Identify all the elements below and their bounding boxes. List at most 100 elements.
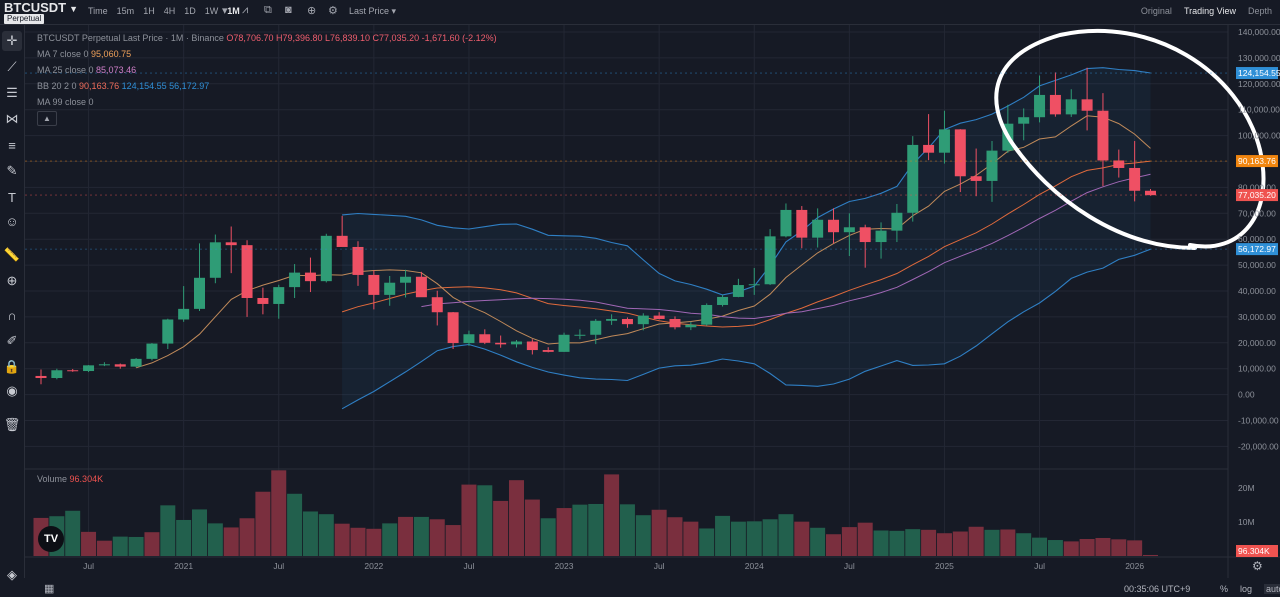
zoom-icon[interactable]: ⊕ [6, 273, 18, 288]
add-icon[interactable]: ⊕ [307, 5, 317, 17]
volume-bar [366, 528, 382, 556]
symbol-name[interactable]: BTCUSDT [4, 0, 67, 15]
price-tick-label: 50,000.00 [1238, 260, 1276, 270]
candle-body [162, 319, 174, 344]
volume-bar [318, 514, 334, 556]
volume-bar [81, 531, 97, 556]
candle-body [67, 370, 79, 372]
volume-bar [952, 531, 968, 556]
time-tick-label: 2023 [555, 561, 574, 571]
eye-icon[interactable]: ◉ [6, 383, 18, 398]
bb-lower-value: 56,172.97 [169, 81, 210, 91]
candle-body [764, 236, 776, 285]
volume-label[interactable]: Volume [37, 474, 68, 484]
price-tag-label: 56,172.97 [1238, 244, 1276, 254]
price-tick-label: 110,000.00 [1238, 105, 1280, 115]
price-tick-label: 20,000.00 [1238, 338, 1276, 348]
candle-body [748, 284, 760, 286]
crosshair-icon[interactable]: ✛ [2, 31, 22, 51]
text-icon[interactable]: T [8, 189, 16, 205]
volume-bar [1095, 537, 1111, 556]
candle-body [336, 235, 348, 247]
candle-body [51, 370, 63, 379]
volume-bar [1143, 554, 1158, 556]
collapse-legend-button[interactable]: ▲ [37, 111, 57, 126]
bb-label[interactable]: BB 20 2 0 [37, 81, 77, 91]
ma25-label[interactable]: MA 25 close 0 [37, 65, 94, 75]
volume-bar [128, 536, 144, 556]
ruler-icon[interactable]: 📏 [3, 247, 21, 262]
lock-drawing-icon[interactable]: ✐ [6, 333, 18, 348]
price-tick-label: 30,000.00 [1238, 312, 1276, 322]
brush-icon[interactable]: ✎ [6, 163, 18, 178]
time-tick-label: Jul [844, 561, 855, 571]
scale-option-percent[interactable]: % [1220, 584, 1229, 594]
time-tick-label: 2026 [1125, 561, 1144, 571]
volume-bar [889, 530, 905, 556]
interval-time[interactable]: Time [88, 6, 108, 16]
settings-icon[interactable]: ⚙ [328, 5, 338, 17]
candle-body [257, 297, 269, 304]
candle-body [875, 230, 887, 243]
price-axis: 140,000.00 130,000.00 120,000.00 110,000.00… [1238, 27, 1280, 527]
chart-title: BTCUSDT Perpetual Last Price · 1M · Bina… [37, 33, 224, 43]
volume-bar [1000, 529, 1016, 556]
interval-1w[interactable]: 1W [204, 6, 219, 16]
scale-option-log[interactable]: log [1240, 584, 1253, 594]
volume-bar [936, 533, 952, 556]
interval-15m[interactable]: 15m [116, 6, 135, 16]
volume-bar [445, 525, 461, 556]
calendar-icon[interactable]: ▦ [44, 583, 55, 595]
volume-tag-label: 96.304K [1238, 546, 1270, 556]
volume-bar [413, 516, 429, 556]
volume-bar [1047, 540, 1063, 556]
interval-1h[interactable]: 1H [143, 6, 155, 16]
camera-icon[interactable]: ◙ [285, 4, 292, 16]
volume-tick-label: 10M [1238, 517, 1255, 527]
layers-icon[interactable]: ◈ [7, 567, 17, 582]
interval-4h[interactable]: 4H [163, 6, 176, 16]
ma7-label[interactable]: MA 7 close 0 [37, 49, 89, 59]
clock: 00:35:06 UTC+9 [1124, 584, 1191, 594]
pattern-icon[interactable]: ⋈ [5, 111, 19, 126]
price-tick-label: 130,000.00 [1238, 53, 1280, 63]
price-source-select[interactable]: Last Price ▾ [349, 6, 397, 16]
candle-body [812, 219, 824, 238]
volume-bar [921, 529, 937, 556]
scale-option-auto[interactable]: auto [1264, 584, 1280, 594]
candle-body [954, 129, 966, 177]
indicators-icon[interactable]: ⧉ [264, 4, 272, 16]
tradingview-logo[interactable]: TV [38, 526, 64, 552]
trend-line-icon[interactable]: ⟋ [7, 59, 17, 74]
candle-body [907, 144, 919, 213]
lock-icon[interactable]: 🔒 [3, 359, 21, 374]
volume-bar [1032, 537, 1048, 556]
chart-type-icon[interactable]: ⩘ [242, 4, 249, 16]
time-tick-label: Jul [1034, 561, 1045, 571]
interval-1d[interactable]: 1D [184, 6, 196, 16]
view-trading-view[interactable]: Trading View [1183, 6, 1236, 16]
volume-bar [350, 527, 366, 556]
ma99-label[interactable]: MA 99 close 0 [37, 97, 94, 107]
chevron-down-icon[interactable]: ▼ [69, 4, 79, 14]
volume-bar [524, 499, 540, 556]
interval-1m[interactable]: 1M [227, 6, 240, 16]
gear-icon[interactable]: ⚙ [1252, 559, 1263, 573]
magnet-icon[interactable]: ∩ [7, 307, 17, 323]
view-original[interactable]: Original [1140, 6, 1172, 16]
symbol-selector[interactable]: BTCUSDT ▼ [4, 0, 78, 15]
volume-bar [176, 519, 192, 556]
candle-body [273, 287, 285, 304]
volume-bar [810, 527, 826, 556]
candle-body [225, 242, 237, 246]
view-depth[interactable]: Depth [1247, 6, 1272, 16]
chevron-down-icon[interactable]: ▾ [222, 5, 228, 17]
candle-body [289, 272, 301, 288]
horizontal-lines-icon[interactable]: ☰ [6, 85, 18, 100]
trash-icon[interactable]: 🗑 [3, 417, 21, 432]
emoji-icon[interactable]: ☺ [5, 213, 19, 229]
fib-icon[interactable]: ≡ [8, 137, 16, 153]
volume-bar [588, 503, 604, 556]
time-tick-label: 2024 [745, 561, 764, 571]
